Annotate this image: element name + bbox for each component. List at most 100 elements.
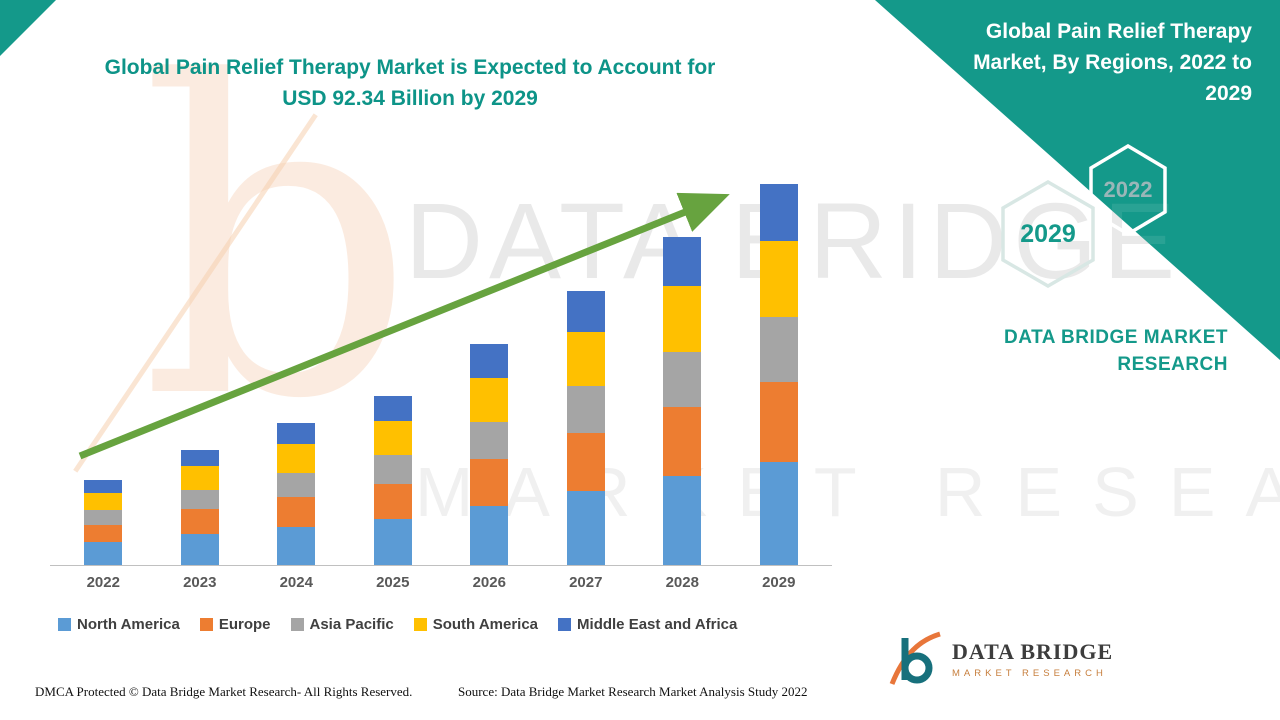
legend-label: Europe: [218, 616, 271, 633]
bar-column-2023: [152, 180, 249, 565]
segment-south-america-2027: [566, 331, 605, 387]
segment-middle-east-and-africa-2022: [84, 480, 123, 494]
segment-europe-2024: [277, 496, 316, 527]
segment-south-america-2025: [373, 421, 412, 455]
segment-north-america-2022: [84, 542, 123, 565]
x-tick-2024: 2024: [279, 574, 313, 591]
data-bridge-b-logo-icon: [889, 631, 941, 685]
segment-middle-east-and-africa-2027: [566, 290, 605, 332]
stacked-bar-2022: [84, 480, 123, 565]
x-axis-line: [50, 565, 832, 566]
segment-asia-pacific-2029: [759, 317, 798, 383]
legend-item-middle-east-and-africa: Middle East and Africa: [558, 616, 737, 633]
segment-south-america-2026: [470, 377, 509, 422]
segment-europe-2028: [663, 407, 702, 477]
source-note: Source: Data Bridge Market Research Mark…: [458, 684, 808, 699]
segment-asia-pacific-2028: [663, 351, 702, 408]
chart-title-line2: USD 92.34 Billion by 2029: [282, 87, 538, 110]
hexagon-2022-label: 2022: [1103, 177, 1153, 202]
segment-south-america-2028: [663, 286, 702, 352]
bars-container: [55, 180, 827, 565]
segment-north-america-2027: [566, 490, 605, 565]
hexagon-2022: 2022: [1088, 143, 1168, 237]
x-tick-2027: 2027: [569, 574, 603, 591]
bar-column-2022: [55, 180, 152, 565]
stacked-bar-2026: [470, 344, 509, 565]
legend-label: South America: [432, 616, 539, 633]
segment-europe-2025: [373, 483, 412, 520]
stacked-bar-2029: [759, 184, 798, 565]
segment-middle-east-and-africa-2024: [277, 422, 316, 445]
legend-item-asia-pacific: Asia Pacific: [290, 616, 394, 633]
x-axis-tick-labels: 2022 2023 2024 2025 2026 2027 2028 2029: [55, 574, 827, 591]
segment-south-america-2024: [277, 444, 316, 473]
x-tick-2026: 2026: [472, 574, 506, 591]
panel-heading: Global Pain Relief Therapy Market, By Re…: [973, 20, 1252, 105]
dmca-notice: DMCA Protected © Data Bridge Market Rese…: [35, 684, 413, 699]
legend-label: Asia Pacific: [309, 616, 394, 633]
segment-middle-east-and-africa-2023: [180, 449, 219, 467]
bar-column-2027: [538, 180, 635, 565]
bar-column-2024: [248, 180, 345, 565]
x-tick-2029: 2029: [762, 574, 796, 591]
legend-swatch-icon: [199, 618, 213, 631]
data-bridge-market-research-text: DATA BRIDGE MARKET RESEARCH: [1004, 327, 1228, 375]
bar-column-2026: [441, 180, 538, 565]
top-left-corner-triangle: [0, 0, 56, 56]
logo-name: DATA BRIDGE: [952, 639, 1114, 664]
chart-title-line1: Global Pain Relief Therapy Market is Exp…: [104, 56, 716, 79]
x-tick-2022: 2022: [86, 574, 120, 591]
segment-middle-east-and-africa-2025: [373, 395, 412, 422]
segment-europe-2027: [566, 432, 605, 491]
segment-south-america-2029: [759, 241, 798, 318]
legend-item-europe: Europe: [199, 616, 271, 633]
legend-swatch-icon: [413, 618, 427, 631]
x-tick-2025: 2025: [376, 574, 410, 591]
legend-swatch-icon: [558, 618, 572, 631]
logo-subtitle: MARKET RESEARCH: [952, 668, 1107, 679]
segment-middle-east-and-africa-2029: [759, 184, 798, 242]
bar-column-2029: [731, 180, 828, 565]
hexagon-2029-label: 2029: [1020, 219, 1076, 248]
segment-north-america-2025: [373, 519, 412, 565]
legend-item-north-america: North America: [58, 616, 180, 633]
legend-swatch-icon: [58, 618, 71, 631]
stacked-bar-2027: [566, 290, 605, 565]
legend-label: North America: [77, 616, 180, 633]
bar-column-2028: [634, 180, 731, 565]
segment-north-america-2023: [180, 533, 219, 565]
stacked-bar-2023: [180, 449, 219, 565]
stacked-bar-2028: [663, 237, 702, 565]
hexagon-outline-icon: [1089, 143, 1167, 237]
chart-title: Global Pain Relief Therapy Market is Exp…: [60, 52, 760, 114]
bar-column-2025: [345, 180, 442, 565]
hexagon-outline-icon: [1001, 179, 1095, 289]
segment-asia-pacific-2022: [84, 510, 123, 525]
stacked-bar-chart: [55, 180, 827, 565]
segment-north-america-2026: [470, 505, 509, 565]
segment-middle-east-and-africa-2026: [470, 344, 509, 378]
segment-europe-2023: [180, 509, 219, 534]
x-tick-2023: 2023: [183, 574, 217, 591]
segment-north-america-2028: [663, 476, 702, 565]
x-tick-2028: 2028: [665, 574, 699, 591]
segment-asia-pacific-2026: [470, 421, 509, 460]
watermark-market-research: MARKET RESEARCH: [415, 453, 1280, 531]
segment-europe-2022: [84, 524, 123, 543]
segment-asia-pacific-2023: [180, 489, 219, 510]
stacked-bar-2024: [277, 422, 316, 565]
segment-asia-pacific-2025: [373, 454, 412, 484]
segment-asia-pacific-2027: [566, 386, 605, 433]
segment-middle-east-and-africa-2028: [663, 237, 702, 287]
data-bridge-logo: DATA BRIDGE MARKET RESEARCH: [888, 630, 1113, 688]
segment-asia-pacific-2024: [277, 472, 316, 497]
segment-south-america-2022: [84, 493, 123, 511]
segment-europe-2026: [470, 459, 509, 506]
legend-label: Middle East and Africa: [577, 616, 738, 633]
stacked-bar-2025: [373, 395, 412, 565]
chart-legend: North America Europe Asia Pacific South Ame…: [58, 616, 848, 633]
hexagon-2029: 2029: [1000, 179, 1096, 289]
legend-swatch-icon: [290, 618, 304, 631]
segment-south-america-2023: [180, 466, 219, 490]
segment-europe-2029: [759, 382, 798, 463]
